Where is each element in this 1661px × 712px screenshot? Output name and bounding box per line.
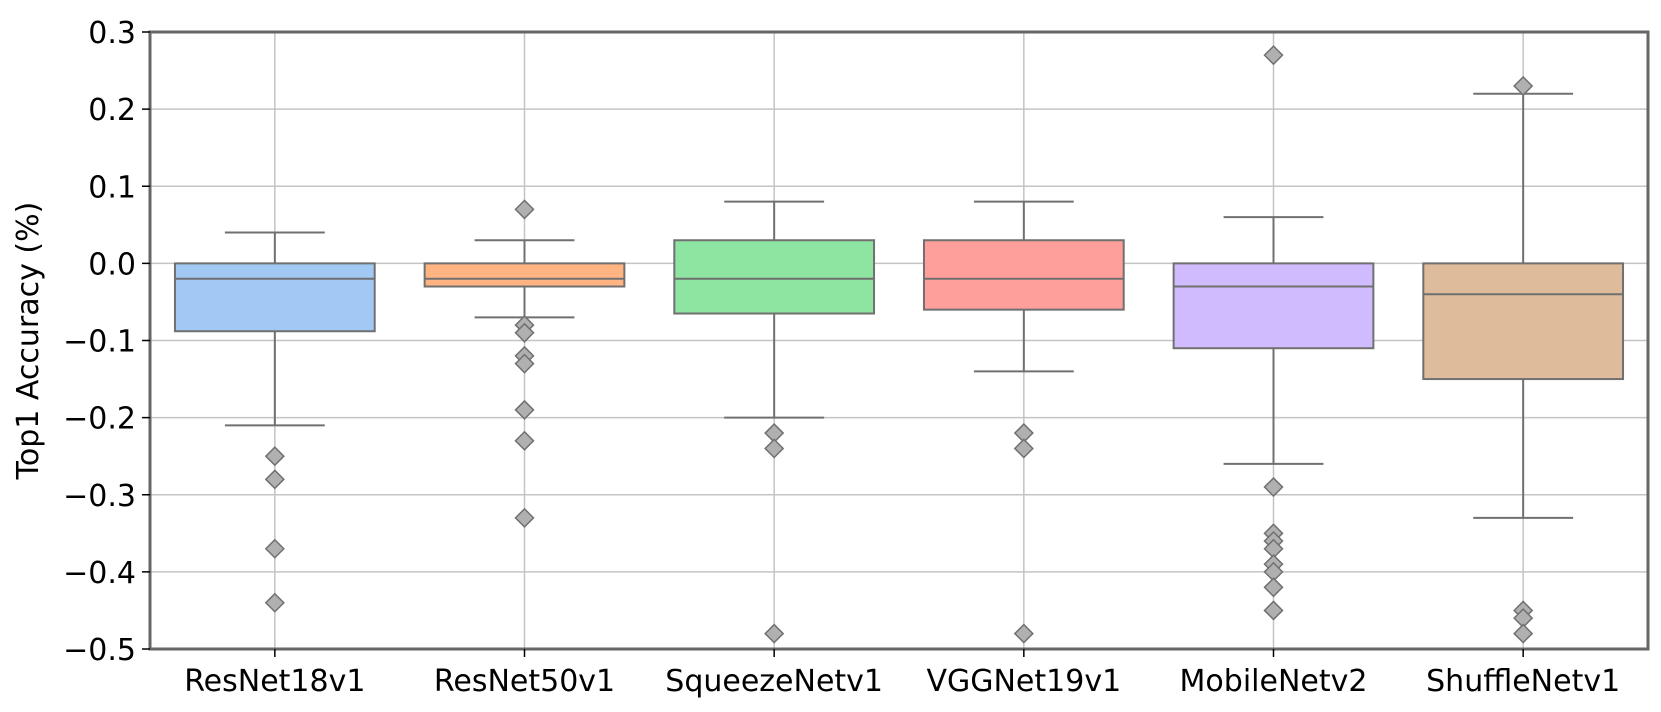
y-axis-title: Top1 Accuracy (%) (11, 202, 46, 481)
outlier-point (1013, 623, 1034, 644)
outlier-point (514, 507, 535, 528)
y-tick-label: 0.3 (88, 16, 136, 51)
outlier-point (764, 623, 785, 644)
box-group (922, 200, 1125, 644)
y-tick-label: −0.1 (63, 325, 136, 360)
box-group (673, 200, 876, 644)
outlier-point (264, 592, 285, 613)
outlier-point (1513, 623, 1534, 644)
outlier-point (1263, 476, 1284, 498)
box-iqr (673, 239, 876, 315)
box-iqr (1422, 262, 1625, 381)
outlier-point (264, 446, 285, 467)
box-group (1172, 45, 1375, 621)
x-tick-label: ShuffleNetv1 (1426, 664, 1620, 699)
box-group (173, 231, 376, 613)
box-iqr (173, 262, 376, 333)
box-iqr (1172, 262, 1375, 350)
y-tick-label: 0.2 (88, 93, 136, 128)
outlier-point (1013, 438, 1034, 459)
x-tick-label: SqueezeNetv1 (665, 664, 883, 699)
y-axis: 0.3 0.2 0.1 0.0 −0.1 −0.2 −0.3 −0.4 −0.5 (63, 16, 150, 668)
y-tick-label: −0.4 (63, 556, 136, 591)
box-iqr (922, 239, 1125, 311)
outlier-point (764, 438, 785, 459)
y-tick-label: −0.5 (63, 633, 136, 668)
x-tick-label: ResNet50v1 (434, 664, 615, 699)
x-tick-label: VGGNet19v1 (926, 664, 1121, 699)
y-tick-label: −0.3 (63, 479, 136, 514)
y-tick-label: 0.0 (88, 247, 136, 282)
outlier-point (514, 399, 535, 420)
x-tick-label: ResNet18v1 (184, 664, 365, 699)
box-group (1422, 75, 1625, 644)
outlier-point (1513, 75, 1534, 97)
outlier-point (514, 430, 535, 451)
outlier-point (514, 322, 535, 343)
y-tick-label: −0.2 (63, 402, 136, 437)
outlier-point (514, 353, 535, 374)
outlier-point (264, 469, 285, 490)
outlier-point (1263, 577, 1284, 598)
box-plot-series (173, 45, 1625, 644)
outlier-point (1263, 600, 1284, 621)
box-iqr (423, 262, 626, 288)
x-tick-label: MobileNetv2 (1180, 664, 1368, 699)
y-tick-label: 0.1 (88, 170, 136, 205)
box-group (423, 199, 626, 528)
outlier-point (264, 538, 285, 559)
x-axis: ResNet18v1 ResNet50v1 SqueezeNetv1 VGGNet19… (184, 649, 1620, 699)
outlier-point (514, 199, 535, 220)
outlier-point (1263, 45, 1284, 66)
